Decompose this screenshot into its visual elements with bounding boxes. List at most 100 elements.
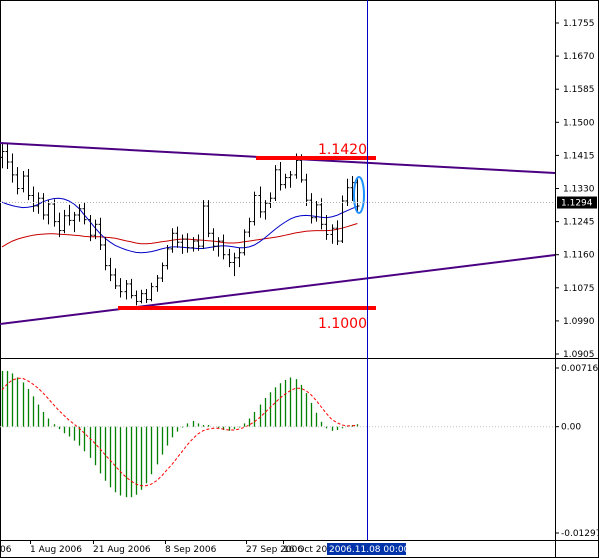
chart-drawings: 1.1420 1.1000	[0, 142, 556, 332]
price-bars	[0, 142, 360, 306]
ohlc-bar	[103, 237, 108, 271]
ohlc-bar	[288, 170, 293, 188]
ohlc-bar	[232, 252, 237, 277]
ohlc-bar	[273, 165, 278, 201]
ohlc-bar	[129, 278, 134, 299]
crosshair-cursor: 2006.11.08 00:00	[327, 0, 410, 555]
price-tick-label: 1.1755	[563, 19, 595, 29]
price-tick-label: 1.0905	[563, 350, 595, 360]
ohlc-bar	[263, 200, 268, 220]
oscillator-signal-line	[1, 377, 358, 487]
ohlc-bar	[46, 200, 51, 225]
time-tick-label: 27 Sep 2006	[246, 545, 303, 555]
oscillator-tick-label: 0.00716	[561, 364, 598, 374]
resistance-level-label: 1.1420	[318, 142, 367, 158]
ohlc-bar	[134, 290, 139, 306]
ohlc-bar	[41, 193, 46, 220]
ohlc-bar	[330, 224, 335, 244]
ohlc-bar	[15, 167, 20, 195]
ohlc-bar	[201, 200, 206, 249]
price-tick-label: 1.1585	[563, 85, 595, 95]
ohlc-bar	[185, 233, 190, 253]
ohlc-bar	[160, 262, 165, 282]
current-price-badge	[557, 196, 597, 209]
cursor-time-label: 2006.11.08 00:00	[329, 545, 410, 555]
time-tick-label: 16 Oct 20	[283, 545, 327, 555]
ohlc-bar	[345, 178, 350, 207]
oscillator-axis: 0.00716 0.00 -0.01297	[0, 364, 599, 539]
ohlc-bar	[211, 228, 216, 251]
oscillator-tick-label: 0.00	[561, 423, 581, 433]
ohlc-bar	[118, 278, 123, 298]
lower-trendline	[0, 254, 556, 325]
ohlc-bar	[62, 209, 67, 234]
ohlc-bar	[283, 173, 288, 189]
ohlc-bar	[324, 214, 329, 240]
ohlc-bar	[5, 143, 10, 170]
ohlc-bar	[304, 173, 309, 207]
moving-average-slow	[1, 223, 358, 248]
cursor-time-badge	[327, 543, 406, 555]
ohlc-bar	[72, 211, 77, 233]
ohlc-bar	[67, 204, 72, 226]
ohlc-bar	[191, 237, 196, 252]
ohlc-bar	[77, 204, 82, 222]
ohlc-bar	[196, 234, 201, 251]
time-tick-label: 06	[0, 545, 12, 555]
price-tick-label: 1.1670	[563, 52, 595, 62]
ohlc-bar	[31, 186, 36, 212]
ohlc-bar	[237, 247, 242, 268]
ma-fast-line	[1, 197, 358, 254]
oscillator-histogram	[1, 370, 359, 498]
ohlc-bar	[227, 248, 232, 268]
price-tick-label: 1.1500	[563, 118, 595, 128]
ohlc-bar	[139, 289, 144, 304]
price-tick-label: 1.1415	[563, 151, 595, 161]
ohlc-bar	[88, 214, 93, 242]
ohlc-bar	[26, 169, 31, 201]
ohlc-bar	[165, 244, 170, 270]
ohlc-bar	[175, 226, 180, 248]
price-tick-label: 1.1330	[563, 185, 595, 195]
ohlc-bar	[242, 229, 247, 256]
ohlc-bar	[335, 220, 340, 245]
highlight-ellipse	[353, 176, 365, 214]
ohlc-bar	[221, 234, 226, 260]
ohlc-bar	[21, 170, 26, 193]
ohlc-bar	[82, 202, 87, 225]
oscillator-panel[interactable]: 0.00716 0.00 -0.01297	[0, 364, 599, 539]
current-price-label: 1.1294	[561, 199, 593, 209]
ohlc-bar	[155, 274, 160, 292]
ohlc-bar	[350, 176, 355, 201]
ohlc-bar	[170, 228, 175, 253]
ohlc-bar	[252, 191, 257, 226]
ohlc-bar	[98, 217, 103, 251]
support-level-label: 1.1000	[318, 316, 367, 332]
oscillator-tick-label: -0.01297	[561, 529, 599, 539]
price-tick-label: 1.1160	[563, 251, 595, 261]
price-tick-label: 1.1245	[563, 218, 595, 228]
price-tick-label: 1.0990	[563, 317, 595, 327]
ohlc-bar	[278, 162, 283, 191]
ohlc-bar	[206, 200, 211, 238]
price-axis: 1.1755 1.1670 1.1585 1.1500 1.1415 1.1330 1.12…	[0, 19, 597, 360]
time-tick-label: 8 Sep 2006	[165, 545, 217, 555]
price-tick-label: 1.1075	[563, 284, 595, 294]
ohlc-bar	[247, 217, 252, 238]
ohlc-bar	[144, 288, 149, 303]
ohlc-bar	[57, 212, 62, 238]
time-tick-label: 1 Aug 2006	[30, 545, 82, 555]
time-axis: 06 1 Aug 2006 21 Aug 2006 8 Sep 2006 27 Sep …	[0, 540, 327, 555]
ohlc-bar	[124, 280, 129, 300]
ohlc-bar	[0, 142, 5, 169]
ohlc-bar	[113, 268, 118, 289]
ma-slow-line	[1, 223, 358, 248]
ohlc-bar	[52, 199, 57, 227]
ohlc-bar	[268, 192, 273, 208]
ohlc-bar	[36, 192, 41, 214]
ohlc-bar	[309, 193, 314, 224]
